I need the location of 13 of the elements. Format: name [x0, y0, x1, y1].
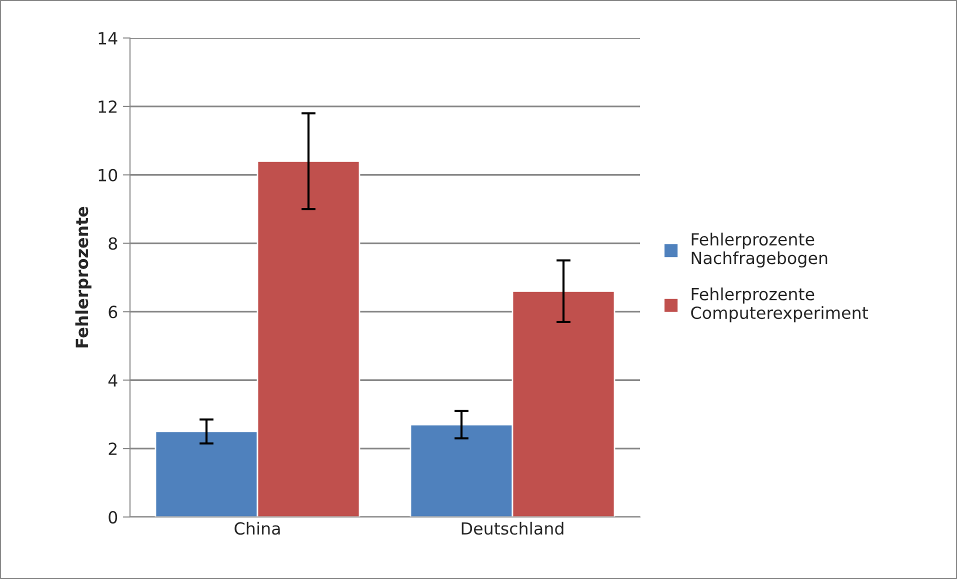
x-tick-label: China: [234, 522, 280, 535]
y-tick-label: 10: [98, 168, 118, 182]
y-tick-label: 8: [108, 237, 118, 250]
y-tick-label: 4: [108, 374, 118, 386]
y-tick-label: 2: [108, 442, 117, 455]
legend-label: Fehlerprozente Nachfragebogen: [692, 232, 828, 268]
y-tick-label: 14: [98, 32, 118, 44]
y-tick-label: 12: [98, 100, 117, 113]
y-axis-title: Fehlerprozente: [75, 206, 92, 348]
y-tick-label: 6: [108, 306, 118, 318]
x-tick-label: Deutschland: [462, 522, 564, 535]
y-tick-label: 0: [108, 510, 118, 524]
legend-label: Fehlerprozente Computerexperiment: [691, 288, 868, 322]
